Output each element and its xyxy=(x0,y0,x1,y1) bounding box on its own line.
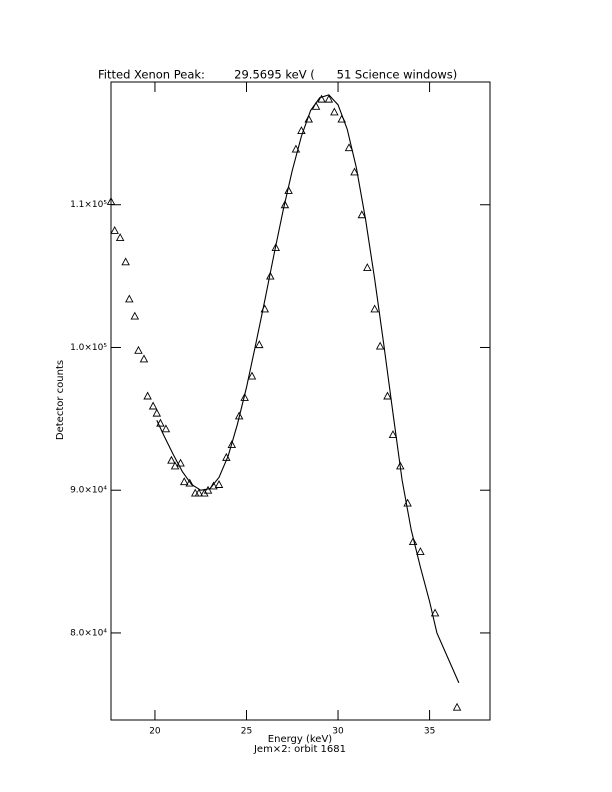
data-point xyxy=(266,271,275,280)
data-point xyxy=(344,143,354,152)
data-point xyxy=(317,94,326,103)
data-point xyxy=(416,547,425,556)
data-point xyxy=(214,480,224,488)
data-point xyxy=(247,371,257,380)
data-point xyxy=(357,210,367,219)
data-point xyxy=(185,478,194,487)
data-point xyxy=(271,243,281,252)
x-tick-label: 30 xyxy=(332,727,344,737)
data-point xyxy=(106,197,116,205)
data-point xyxy=(330,107,339,116)
data-point xyxy=(452,702,462,711)
data-point xyxy=(194,488,204,497)
data-point xyxy=(363,263,372,271)
data-point xyxy=(375,341,385,350)
data-point xyxy=(240,392,249,401)
data-point xyxy=(125,294,134,303)
data-point xyxy=(280,200,290,209)
data-point xyxy=(134,345,143,354)
data-point xyxy=(139,354,149,363)
data-point xyxy=(156,418,165,427)
data-point xyxy=(167,455,176,464)
y-axis-label: Detector counts xyxy=(55,360,66,440)
data-point xyxy=(115,233,125,242)
data-point xyxy=(408,537,418,546)
data-point xyxy=(430,608,440,617)
data-point xyxy=(143,391,152,400)
data-point xyxy=(383,391,392,400)
y-tick-label: 8.0×10⁴ xyxy=(70,628,107,638)
data-point xyxy=(370,304,379,313)
data-point xyxy=(350,167,359,176)
x-tick-label: 35 xyxy=(424,727,435,737)
fit-line xyxy=(156,94,460,684)
subtitle: Jem×2: orbit 1681 xyxy=(253,744,346,755)
data-point xyxy=(110,225,119,234)
chart-title: Fitted Xenon Peak: 29.5695 keV ( 51 Scie… xyxy=(98,68,457,82)
plot-frame xyxy=(110,81,491,721)
x-tick-label: 20 xyxy=(149,727,161,737)
y-tick-label: 1.1×10⁵ xyxy=(70,200,107,210)
data-point xyxy=(121,257,130,266)
data-point xyxy=(227,440,237,448)
x-axis-label: Energy (keV) xyxy=(268,734,333,745)
data-point xyxy=(203,485,213,494)
data-point xyxy=(148,401,158,410)
data-point xyxy=(284,186,293,194)
data-point xyxy=(403,498,412,507)
data-point xyxy=(324,94,334,103)
data-point xyxy=(161,424,171,433)
data-point xyxy=(130,311,140,320)
data-point xyxy=(152,408,162,417)
y-tick-label: 1.0×10⁵ xyxy=(70,343,107,353)
data-point xyxy=(304,114,313,123)
data-point xyxy=(176,458,185,467)
data-point xyxy=(255,340,264,349)
y-tick-label: 9.0×10⁴ xyxy=(70,486,107,496)
data-point xyxy=(190,488,200,497)
x-tick-label: 25 xyxy=(241,727,252,737)
data-point xyxy=(179,477,189,486)
data-point xyxy=(388,430,398,438)
